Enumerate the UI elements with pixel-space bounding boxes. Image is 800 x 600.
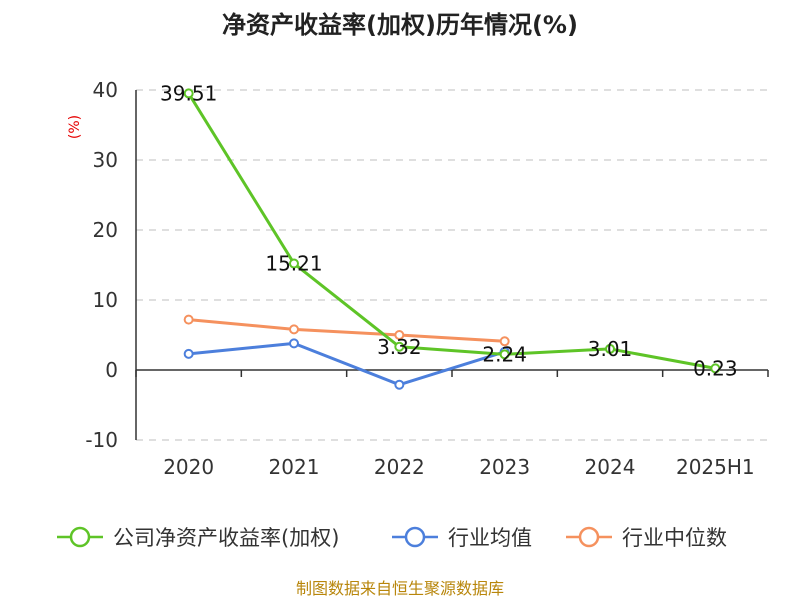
y-tick-label: -10 [85, 428, 118, 452]
data-point-1 [183, 348, 194, 359]
axis-layer: -10 0 10 20 30 40 2020 2021 2022 2023 2024 2025H1 [85, 78, 769, 479]
series-layer [183, 88, 721, 390]
data-point-2 [394, 330, 405, 340]
x-tick-label: 2021 [269, 455, 320, 479]
data-label: 3.32 [377, 335, 422, 359]
data-point-2 [183, 314, 194, 325]
legend-label: 行业均值 [448, 526, 532, 550]
data-point-2 [499, 336, 510, 347]
data-label: 3.01 [588, 337, 633, 361]
grid-layer [136, 89, 768, 441]
data-label: 15.21 [265, 252, 322, 276]
series-line-2 [188, 318, 505, 343]
legend-marker-2 [578, 526, 600, 548]
x-tick-label: 2023 [479, 455, 530, 479]
x-tick-label: 2022 [374, 455, 425, 479]
data-label-layer: 39.51 15.21 3.32 2.24 3.01 0.23 [160, 81, 738, 380]
data-point-0 [710, 363, 721, 374]
legend-label: 行业中位数 [622, 526, 727, 550]
data-point-0 [394, 341, 405, 352]
data-point-0 [183, 88, 194, 99]
legend-marker-1 [404, 526, 426, 548]
y-axis-unit: (%) [67, 115, 83, 139]
x-tick-label: 2020 [163, 455, 214, 479]
data-point-0 [605, 343, 615, 354]
x-tick-label: 2025H1 [676, 455, 755, 479]
data-point-1 [289, 338, 299, 349]
legend: 公司净资产收益率(加权) 行业均值 行业中位数 [57, 526, 727, 550]
legend-label: 公司净资产收益率(加权) [113, 526, 339, 550]
y-tick-label: 10 [93, 288, 118, 312]
data-label: 0.23 [693, 356, 738, 380]
data-label: 39.51 [160, 81, 217, 105]
series-line-1 [188, 341, 506, 387]
y-tick-label: 20 [93, 218, 118, 242]
series-line-0 [187, 92, 716, 370]
chart-title: 净资产收益率(加权)历年情况(%) [222, 11, 578, 39]
data-point-2 [289, 324, 299, 335]
x-tick-label: 2024 [585, 455, 636, 479]
data-point-0 [499, 349, 510, 360]
data-source-note: 制图数据来自恒生聚源数据库 [296, 579, 504, 598]
data-label: 2.24 [482, 342, 527, 366]
data-point-0 [289, 258, 299, 269]
legend-marker-0 [69, 526, 91, 548]
y-tick-label: 30 [93, 148, 118, 172]
y-tick-label: 40 [93, 78, 118, 102]
data-point-1 [394, 379, 405, 390]
y-tick-label: 0 [105, 358, 118, 382]
